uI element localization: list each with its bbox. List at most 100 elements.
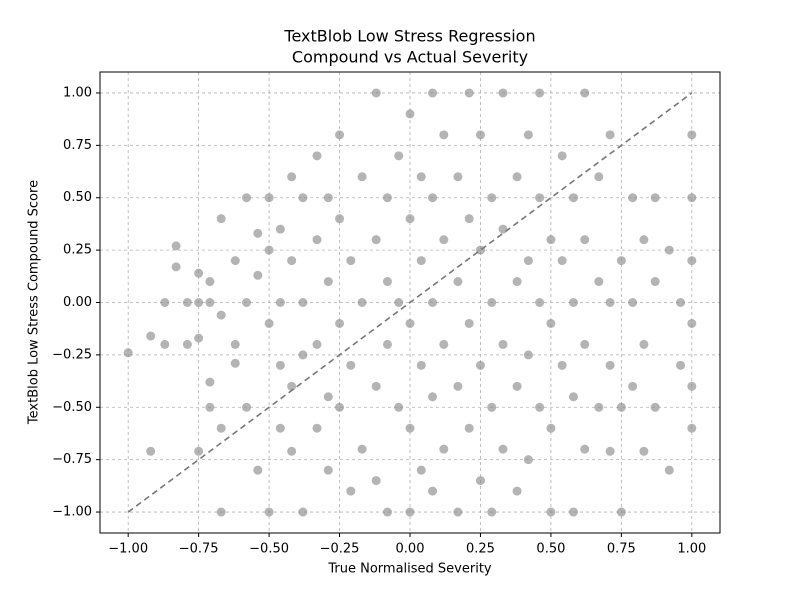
point (568, 298, 578, 307)
point (146, 446, 156, 456)
point (475, 360, 485, 370)
point (182, 298, 192, 307)
point (580, 339, 590, 349)
point (568, 193, 578, 203)
chart-title: TextBlob Low Stress Regression (283, 27, 535, 46)
point (405, 214, 415, 224)
point (546, 235, 556, 245)
point (439, 444, 449, 454)
point (453, 381, 463, 391)
point (557, 151, 567, 161)
point (568, 507, 578, 517)
point (535, 88, 545, 98)
point (628, 381, 638, 391)
point (639, 339, 649, 349)
y-tick-label: 0.75 (63, 138, 92, 153)
point (394, 298, 404, 307)
point (498, 444, 508, 454)
point (512, 486, 522, 496)
point (650, 193, 660, 203)
x-tick-label: −0.75 (179, 542, 219, 557)
point (428, 193, 438, 203)
point (546, 423, 556, 433)
point (194, 298, 204, 307)
point (687, 318, 697, 328)
x-axis-label: True Normalised Severity (327, 562, 492, 577)
point (475, 130, 485, 140)
point (298, 193, 308, 203)
point (416, 172, 426, 182)
point (194, 333, 204, 343)
point (264, 507, 274, 517)
point (639, 446, 649, 456)
point (568, 392, 578, 402)
point (264, 193, 274, 203)
point (312, 423, 322, 433)
point (298, 298, 308, 307)
point (650, 402, 660, 412)
point (428, 298, 438, 307)
point (512, 277, 522, 287)
point (371, 381, 381, 391)
point (357, 298, 367, 307)
point (242, 193, 252, 203)
point (535, 402, 545, 412)
point (335, 214, 345, 224)
point (676, 360, 686, 370)
point (371, 235, 381, 245)
point (382, 339, 392, 349)
point (605, 130, 615, 140)
point (453, 507, 463, 517)
point (242, 402, 252, 412)
point (687, 130, 697, 140)
point (335, 402, 345, 412)
point (523, 455, 533, 465)
point (216, 507, 226, 517)
point (523, 130, 533, 140)
point (464, 318, 474, 328)
point (264, 245, 274, 255)
point (416, 360, 426, 370)
point (439, 130, 449, 140)
point (298, 507, 308, 517)
point (275, 224, 285, 234)
point (323, 193, 333, 203)
x-tick-label: 0.75 (607, 542, 636, 557)
point (346, 486, 356, 496)
point (605, 298, 615, 307)
point (687, 256, 697, 266)
point (312, 339, 322, 349)
x-tick-label: 0.50 (536, 542, 565, 557)
point (687, 193, 697, 203)
point (498, 339, 508, 349)
point (487, 402, 497, 412)
point (194, 446, 204, 456)
point (557, 360, 567, 370)
point (628, 193, 638, 203)
point (275, 298, 285, 307)
point (546, 507, 556, 517)
point (335, 318, 345, 328)
plot-frame (99, 71, 721, 534)
point (535, 193, 545, 203)
point (205, 377, 215, 387)
point (323, 392, 333, 402)
point (216, 310, 226, 320)
point (594, 402, 604, 412)
point (160, 298, 170, 307)
point (580, 88, 590, 98)
point (371, 476, 381, 486)
point (594, 277, 604, 287)
point (382, 193, 392, 203)
point (230, 339, 240, 349)
point (487, 507, 497, 517)
point (287, 381, 297, 391)
point (230, 358, 240, 368)
point (557, 256, 567, 266)
point (650, 277, 660, 287)
point (171, 241, 181, 251)
point (523, 256, 533, 266)
y-tick-label: −1.00 (52, 505, 92, 520)
point (605, 446, 615, 456)
